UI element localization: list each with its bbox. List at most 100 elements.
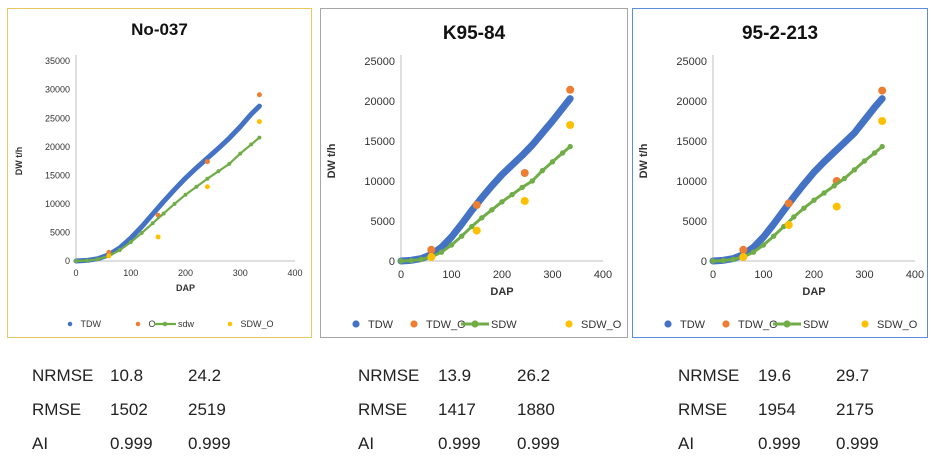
series-point-sdw: [249, 142, 254, 147]
stat-value-1: 0.999: [110, 434, 153, 453]
stat-label: AI: [678, 434, 695, 453]
series-point-sdw: [172, 201, 177, 206]
series-point-sdw: [760, 242, 767, 248]
series-point-sdw-o: [204, 184, 210, 190]
stat-value-2: 24.2: [188, 366, 222, 385]
stat-value-1: 1502: [110, 400, 148, 419]
stat-label: NRMSE: [678, 366, 740, 385]
series-point-sdw: [216, 169, 221, 174]
y-tick-label: 25000: [676, 56, 707, 68]
x-tick-label: 300: [233, 268, 248, 278]
stat-value-2: 0.999: [188, 434, 231, 453]
series-point-sdw: [479, 215, 485, 221]
legend-label-tdw: TDW: [368, 319, 394, 331]
chart-no-037: No-037 0 5000 10000 15000 20000 25000 30000 3500…: [14, 20, 303, 329]
series-point-sdw: [720, 257, 726, 264]
stat-value-1: 13.9: [438, 366, 472, 385]
series-point-sdw: [438, 249, 445, 255]
series-point-sdw-o: [878, 117, 887, 125]
y-tick-label: 15000: [364, 136, 395, 148]
series-point-tdw-o: [784, 199, 793, 208]
series-point-sdw: [458, 233, 465, 239]
series-point-sdw: [499, 199, 505, 205]
series-point-tdw-o: [520, 169, 529, 177]
y-tick-label: 20000: [676, 96, 707, 108]
y-tick-label: 0: [389, 256, 395, 268]
x-axis-label: DAP: [176, 283, 195, 293]
series-point-sdw-o: [256, 119, 262, 125]
series-point-sdw: [84, 258, 89, 263]
legend-label-sdw: SDW: [803, 319, 829, 331]
stats-table-k95-84: NRMSE 13.9 26.2 RMSE 1417 1880 AI 0.999 …: [358, 366, 618, 468]
series-point-sdw: [851, 167, 858, 173]
y-tick-label: 30000: [45, 85, 70, 95]
stat-value-1: 0.999: [758, 434, 801, 453]
legend-marker-tdw: [352, 320, 360, 328]
y-tick-label: 5000: [683, 216, 707, 228]
stat-row-ai: AI 0.999 0.999: [32, 434, 292, 468]
y-tick-label: 0: [701, 256, 707, 268]
stat-value-2: 29.7: [836, 366, 870, 385]
x-tick-label: 0: [398, 269, 404, 281]
series-line-tdw: [73, 103, 262, 264]
legend-label-tdw: TDW: [81, 319, 102, 329]
series-point-sdw-o: [520, 197, 529, 205]
series-point-sdw: [821, 190, 827, 196]
series-point-sdw: [750, 249, 757, 255]
stat-value-1: 0.999: [438, 434, 481, 453]
series-point-sdw: [238, 151, 243, 156]
stat-label: RMSE: [358, 400, 408, 419]
series-point-sdw: [95, 257, 100, 262]
series-point-sdw: [519, 184, 525, 191]
x-tick-label: 0: [710, 269, 716, 281]
legend-marker-tdw: [67, 321, 73, 327]
series-line-tdw: [709, 95, 886, 265]
series-point-sdw: [128, 240, 133, 245]
series-point-sdw: [398, 258, 404, 264]
series-point-sdw: [770, 233, 777, 239]
legend-label-sdw-o: SDW_O: [581, 319, 622, 331]
series-point-sdw-o: [832, 202, 841, 211]
series-point-sdw: [567, 143, 573, 150]
legend-marker-o: [135, 321, 141, 327]
series-point-o: [256, 92, 262, 98]
chart-k95-84: K95-84 0 5000 10000 15000 20000 25000 0 100 200 30…: [326, 23, 622, 331]
chart-panel-95-2-213: 95-2-213 0 5000 10000 15000 20000 25000 0 100 200…: [632, 8, 928, 338]
chart-95-2-213: 95-2-213 0 5000 10000 15000 20000 25000 0 100 200…: [638, 23, 924, 331]
legend-marker-point-sdw: [162, 321, 168, 327]
x-tick-label: 400: [594, 269, 612, 281]
stat-value-1: 19.6: [758, 366, 792, 385]
chart-title: No-037: [131, 20, 188, 39]
y-tick-label: 25000: [45, 113, 70, 123]
series-point-sdw: [811, 197, 817, 203]
stat-label: RMSE: [678, 400, 728, 419]
legend-marker-point-sdw: [471, 320, 479, 328]
stat-row-ai: AI 0.999 0.999: [678, 434, 923, 468]
stats-table-no-037: NRMSE 10.8 24.2 RMSE 1502 2519 AI 0.999 …: [32, 366, 292, 468]
series-line-sdw: [711, 145, 884, 263]
series-point-sdw: [74, 259, 78, 263]
series-point-sdw-o: [784, 221, 793, 229]
series-point-sdw: [448, 242, 455, 248]
stat-label: AI: [32, 434, 49, 453]
series-point-sdw: [194, 184, 199, 189]
stat-value-2: 1880: [517, 400, 555, 419]
x-tick-label: 200: [178, 268, 193, 278]
stat-value-2: 2175: [836, 400, 874, 419]
series-point-sdw: [549, 159, 556, 165]
series-point-sdw: [539, 167, 546, 174]
x-tick-label: 100: [442, 269, 460, 281]
series-point-tdw-o: [472, 201, 481, 209]
stat-label: AI: [358, 434, 375, 453]
x-axis-label: DAP: [490, 286, 513, 298]
stat-value-2: 0.999: [517, 434, 560, 453]
series-point-sdw: [861, 158, 868, 164]
x-tick-label: 300: [543, 269, 561, 281]
series-point-tdw-o: [878, 86, 887, 95]
x-axis-label: DAP: [802, 286, 825, 298]
y-tick-label: 10000: [45, 199, 70, 209]
stat-value-2: 26.2: [517, 366, 551, 385]
legend-marker-tdw-o: [722, 320, 730, 328]
series-point-sdw-o: [106, 253, 112, 259]
legend-label-sdw: sdw: [178, 319, 195, 329]
